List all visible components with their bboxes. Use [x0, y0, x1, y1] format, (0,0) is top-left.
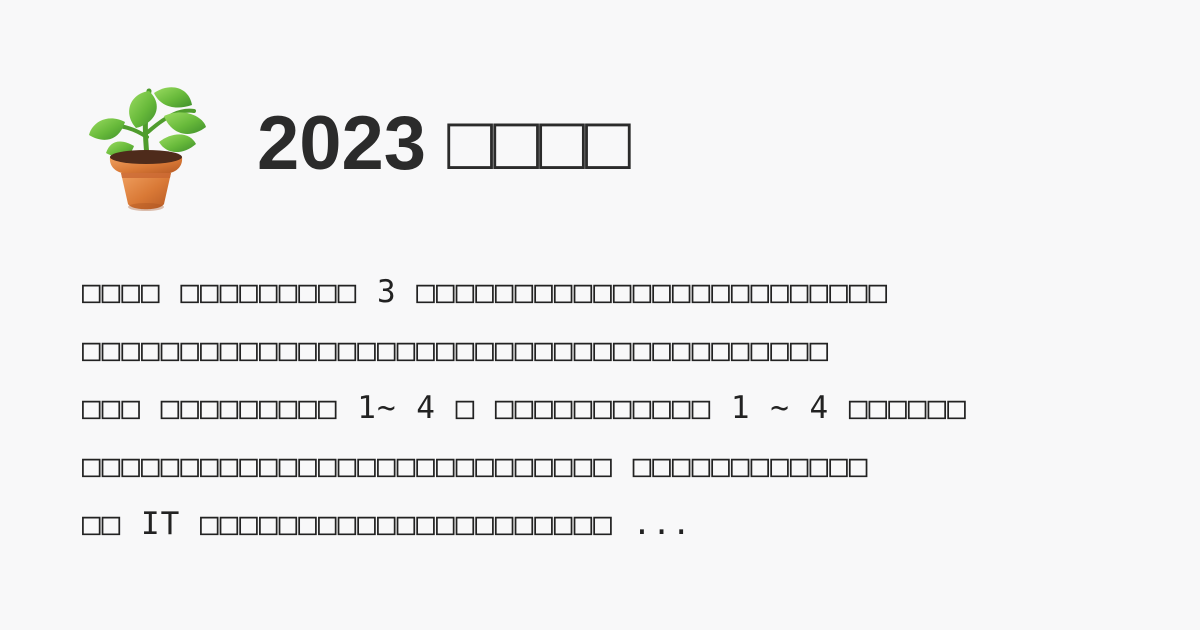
excerpt-line-3: □□□ □□□□□□□□□ 1~ 4 □ □□□□□□□□□□□ 1 ~ 4 □…: [82, 390, 967, 426]
excerpt-line-2: □□□□□□□□□□□□□□□□□□□□□□□□□□□□□□□□□□□□□□: [82, 332, 830, 368]
post-excerpt: □□□□ □□□□□□□□□ 3 □□□□□□□□□□□□□□□□□□□□□□□…: [82, 263, 1122, 553]
excerpt-line-4: □□□□□□□□□□□□□□□□□□□□□□□□□□□ □□□□□□□□□□□□: [82, 448, 869, 484]
excerpt-line-1: □□□□ □□□□□□□□□ 3 □□□□□□□□□□□□□□□□□□□□□□□…: [82, 274, 889, 310]
excerpt-line-5: □□ IT □□□□□□□□□□□□□□□□□□□□□ ...: [82, 506, 692, 542]
post-title: 2023 □□□□: [257, 101, 631, 186]
potted-plant-icon: [89, 87, 206, 211]
